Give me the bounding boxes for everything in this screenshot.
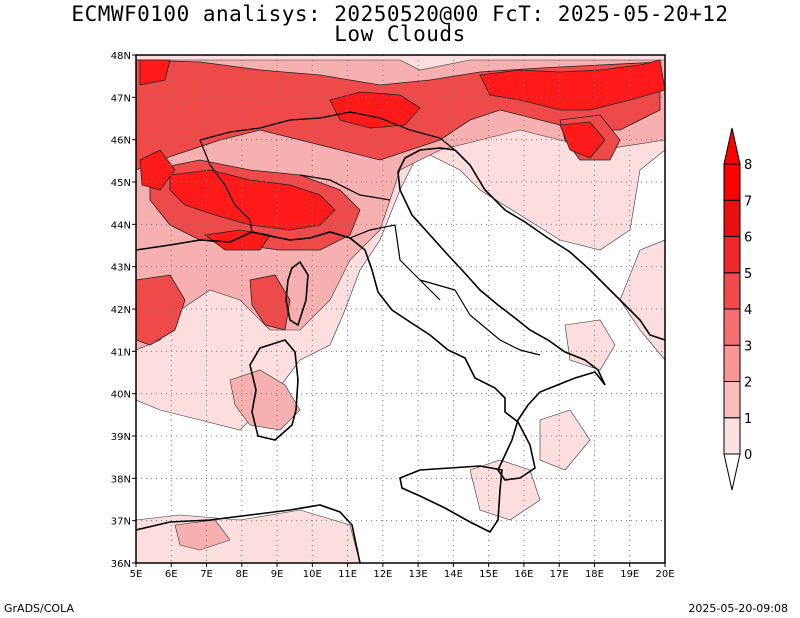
- colorbar: 0 1 2 3 4 5 6 7 8: [723, 127, 752, 491]
- coastlines: [136, 147, 665, 563]
- lon-tick-label: 17E: [550, 569, 569, 580]
- coastline-corsica: [285, 260, 309, 327]
- cloud-region-medium: [229, 369, 301, 431]
- colorbar-arrow-high: [723, 127, 741, 165]
- lon-tick-label: 15E: [479, 569, 498, 580]
- lat-tick-label: 47N: [111, 93, 131, 104]
- coastline-africa: [136, 504, 361, 563]
- colorbar-box: [723, 381, 741, 419]
- lat-tick-label: 43N: [111, 263, 131, 274]
- lon-tick-label: 8E: [235, 569, 248, 580]
- colorbar-box: [723, 236, 741, 274]
- lat-tick-label: 45N: [111, 178, 131, 189]
- lon-tick-label: 11E: [338, 569, 357, 580]
- lon-tick-label: 9E: [271, 569, 284, 580]
- cloud-field: [136, 55, 665, 563]
- coastline-sardinia: [249, 339, 299, 441]
- colorbar-box: [723, 199, 741, 237]
- lon-tick-label: 19E: [620, 569, 639, 580]
- lat-tick-label: 44N: [111, 220, 131, 231]
- lat-axis: 36N 37N 38N 39N 40N 41N 42N 43N 44N 45N 46N 47N 48N: [111, 51, 136, 570]
- cloud-region-max: [559, 121, 606, 159]
- cloud-region-max: [139, 149, 176, 191]
- map-title: ECMWF0100 analisys: 20250520@00 FcT: 202…: [71, 2, 729, 26]
- cloud-region-light: [539, 409, 591, 471]
- lat-tick-label: 42N: [111, 305, 131, 316]
- cloud-region-dark: [136, 274, 186, 346]
- colorbar-label: 4: [744, 303, 752, 318]
- lat-tick-label: 48N: [111, 51, 131, 62]
- cloud-region-max: [203, 229, 271, 251]
- lat-tick-label: 37N: [111, 517, 131, 528]
- footer-timestamp: 2025-05-20-09:08: [688, 602, 788, 615]
- cloud-region-light: [469, 459, 541, 521]
- lon-tick-label: 7E: [200, 569, 213, 580]
- map-grid: [136, 55, 665, 563]
- lon-tick-label: 18E: [585, 569, 604, 580]
- lat-tick-label: 39N: [111, 432, 131, 443]
- coastline-liguria: [136, 231, 253, 251]
- cloud-region-dark: [249, 274, 291, 331]
- map-subtitle: Low Clouds: [334, 22, 466, 46]
- cloud-region-max: [169, 169, 336, 231]
- colorbar-label: 5: [744, 267, 752, 282]
- cloud-region-max: [139, 59, 171, 86]
- colorbar-box: [723, 163, 741, 201]
- cloud-region-max: [329, 91, 421, 129]
- borders: [199, 111, 541, 356]
- border-alps-west: [199, 139, 253, 233]
- colorbar-label: 1: [744, 412, 752, 427]
- lon-tick-label: 16E: [514, 569, 533, 580]
- colorbar-label: 0: [744, 448, 752, 463]
- colorbar-box: [723, 308, 741, 346]
- colorbar-box: [723, 417, 741, 455]
- lon-tick-label: 20E: [655, 569, 674, 580]
- lon-tick-label: 14E: [444, 569, 463, 580]
- colorbar-label: 2: [744, 376, 752, 391]
- colorbar-arrow-low: [723, 453, 741, 491]
- colorbar-label: 3: [744, 339, 752, 354]
- lon-tick-label: 10E: [303, 569, 322, 580]
- border-regions: [299, 174, 541, 356]
- coastline-italy: [251, 147, 606, 481]
- lat-tick-label: 38N: [111, 474, 131, 485]
- border-alps: [199, 111, 456, 151]
- lon-tick-label: 12E: [373, 569, 392, 580]
- lat-tick-label: 41N: [111, 347, 131, 358]
- colorbar-box: [723, 272, 741, 310]
- lon-tick-label: 5E: [130, 569, 143, 580]
- lon-tick-label: 6E: [165, 569, 178, 580]
- colorbar-label: 7: [744, 194, 752, 209]
- cloud-region-light: [619, 239, 665, 361]
- coastline-balkans: [454, 149, 665, 341]
- lat-tick-label: 46N: [111, 136, 131, 147]
- footer-credit: GrADS/COLA: [4, 602, 74, 615]
- lat-tick-label: 36N: [111, 559, 131, 570]
- lon-axis: 5E 6E 7E 8E 9E 10E 11E 12E 13E 14E 15E 16E 17E 18E 19E…: [130, 563, 675, 580]
- colorbar-label: 8: [744, 158, 752, 173]
- coastline-sicily: [399, 465, 503, 534]
- lon-tick-label: 13E: [409, 569, 428, 580]
- lat-tick-label: 40N: [111, 390, 131, 401]
- colorbar-box: [723, 344, 741, 382]
- colorbar-label: 6: [744, 231, 752, 246]
